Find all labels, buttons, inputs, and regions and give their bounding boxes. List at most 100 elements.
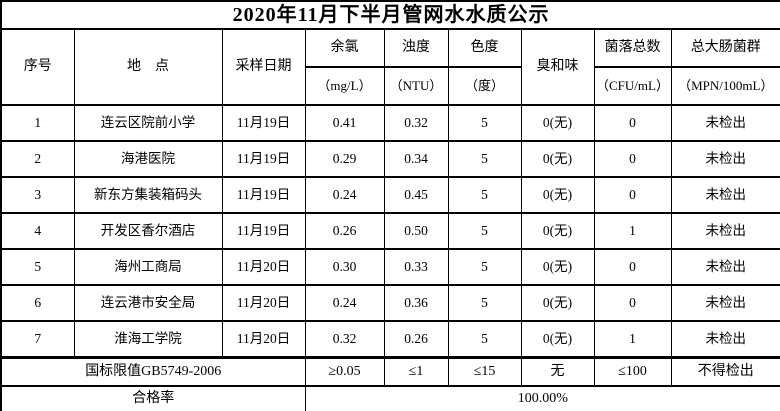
cell-odor: 0(无) (520, 140, 595, 178)
col-header-color: 色度 (447, 28, 522, 68)
col-unit-turbidity: （NTU） (383, 66, 449, 106)
table-row-7: 7 淮海工学院 11月20日 0.32 0.26 5 0(无) 1 未检出 (0, 320, 780, 358)
limit-row: 国标限值GB5749-2006 ≥0.05 ≤1 ≤15 无 ≤100 不得检出 (0, 355, 780, 387)
cell-date: 11月20日 (221, 320, 306, 358)
cell-color: 5 (447, 176, 522, 214)
cell-chlorine: 0.32 (304, 320, 385, 358)
cell-coliform: 未检出 (670, 140, 780, 178)
cell-color: 5 (447, 212, 522, 250)
table-row-1: 1 连云区院前小学 11月19日 0.41 0.32 5 0(无) 0 未检出 (0, 104, 780, 142)
cell-no: 7 (0, 320, 75, 358)
cell-date: 11月20日 (221, 248, 306, 286)
limit-coliform: 不得检出 (670, 355, 780, 387)
cell-date: 11月19日 (221, 176, 306, 214)
limit-chlorine: ≥0.05 (304, 355, 385, 387)
cell-turbidity: 0.32 (383, 104, 449, 142)
cell-chlorine: 0.29 (304, 140, 385, 178)
cell-coliform: 未检出 (670, 212, 780, 250)
cell-colony: 0 (593, 104, 672, 142)
header-row-names: 序号 地 点 采样日期 余氯 浊度 色度 臭和味 菌落总数 总大肠菌群 (0, 28, 780, 106)
cell-location: 开发区香尔酒店 (73, 212, 223, 250)
cell-odor: 0(无) (520, 104, 595, 142)
col-header-odor: 臭和味 (520, 28, 595, 106)
cell-location: 淮海工学院 (73, 320, 223, 358)
cell-turbidity: 0.36 (383, 284, 449, 322)
cell-colony: 0 (593, 176, 672, 214)
table-row-5: 5 海州工商局 11月20日 0.30 0.33 5 0(无) 0 未检出 (0, 248, 780, 286)
pass-rate-value: 100.00% (304, 385, 780, 411)
cell-turbidity: 0.33 (383, 248, 449, 286)
table-row-2: 2 海港医院 11月19日 0.29 0.34 5 0(无) 0 未检出 (0, 140, 780, 178)
cell-odor: 0(无) (520, 248, 595, 286)
cell-chlorine: 0.26 (304, 212, 385, 250)
cell-no: 3 (0, 176, 75, 214)
cell-colony: 0 (593, 140, 672, 178)
cell-date: 11月19日 (221, 212, 306, 250)
col-unit-chlorine: （mg/L） (304, 66, 385, 106)
cell-turbidity: 0.34 (383, 140, 449, 178)
limit-colony: ≤100 (593, 355, 672, 387)
cell-color: 5 (447, 104, 522, 142)
cell-no: 2 (0, 140, 75, 178)
cell-date: 11月19日 (221, 104, 306, 142)
col-header-turbidity: 浊度 (383, 28, 449, 68)
cell-location: 海港医院 (73, 140, 223, 178)
table-row-3: 3 新东方集装箱码头 11月19日 0.24 0.45 5 0(无) 0 未检出 (0, 176, 780, 214)
pass-rate-row: 合格率 100.00% (0, 385, 780, 411)
cell-coliform: 未检出 (670, 248, 780, 286)
cell-location: 新东方集装箱码头 (73, 176, 223, 214)
cell-color: 5 (447, 248, 522, 286)
cell-color: 5 (447, 284, 522, 322)
cell-chlorine: 0.24 (304, 284, 385, 322)
table-row-4: 4 开发区香尔酒店 11月19日 0.26 0.50 5 0(无) 1 未检出 (0, 212, 780, 250)
col-unit-color: （度） (447, 66, 522, 106)
cell-no: 1 (0, 104, 75, 142)
cell-color: 5 (447, 320, 522, 358)
col-header-location: 地 点 (73, 28, 223, 106)
cell-odor: 0(无) (520, 284, 595, 322)
cell-colony: 0 (593, 248, 672, 286)
cell-no: 6 (0, 284, 75, 322)
cell-colony: 1 (593, 320, 672, 358)
cell-odor: 0(无) (520, 320, 595, 358)
limit-odor: 无 (520, 355, 595, 387)
cell-location: 连云区院前小学 (73, 104, 223, 142)
cell-coliform: 未检出 (670, 284, 780, 322)
cell-no: 5 (0, 248, 75, 286)
cell-turbidity: 0.45 (383, 176, 449, 214)
pass-rate-label: 合格率 (0, 385, 306, 411)
header-row-units: （mg/L） （NTU） （度） （CFU/mL） （MPN/100mL） (1, 66, 780, 106)
col-header-colony: 菌落总数 (593, 28, 672, 68)
cell-coliform: 未检出 (670, 176, 780, 214)
cell-location: 连云港市安全局 (73, 284, 223, 322)
cell-date: 11月20日 (221, 284, 306, 322)
col-header-date: 采样日期 (221, 28, 306, 106)
col-header-chlorine: 余氯 (304, 28, 385, 68)
cell-location: 海州工商局 (73, 248, 223, 286)
cell-colony: 1 (593, 212, 672, 250)
cell-coliform: 未检出 (670, 320, 780, 358)
cell-odor: 0(无) (520, 176, 595, 214)
cell-date: 11月19日 (221, 140, 306, 178)
cell-no: 4 (0, 212, 75, 250)
cell-turbidity: 0.26 (383, 320, 449, 358)
cell-colony: 0 (593, 284, 672, 322)
cell-chlorine: 0.30 (304, 248, 385, 286)
page-title: 2020年11月下半月管网水水质公示 (0, 0, 780, 30)
col-unit-coliform: （MPN/100mL） (670, 66, 780, 106)
cell-chlorine: 0.41 (304, 104, 385, 142)
cell-coliform: 未检出 (670, 104, 780, 142)
title-row: 2020年11月下半月管网水水质公示 (0, 0, 780, 30)
col-header-no: 序号 (0, 28, 75, 106)
col-unit-colony: （CFU/mL） (593, 66, 672, 106)
cell-turbidity: 0.50 (383, 212, 449, 250)
col-header-coliform: 总大肠菌群 (670, 28, 780, 68)
cell-odor: 0(无) (520, 212, 595, 250)
cell-color: 5 (447, 140, 522, 178)
limit-turbidity: ≤1 (383, 355, 449, 387)
table-row-6: 6 连云港市安全局 11月20日 0.24 0.36 5 0(无) 0 未检出 (0, 284, 780, 322)
cell-chlorine: 0.24 (304, 176, 385, 214)
limit-color: ≤15 (447, 355, 522, 387)
limit-label: 国标限值GB5749-2006 (0, 355, 306, 387)
